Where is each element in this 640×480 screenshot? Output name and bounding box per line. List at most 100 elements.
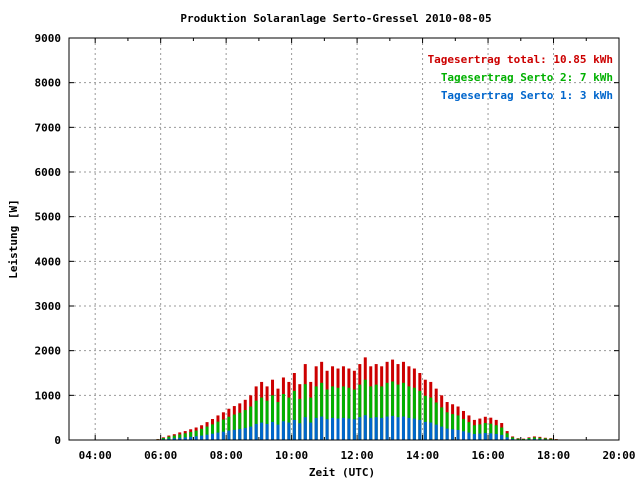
bar-serto-2 <box>281 393 285 440</box>
bar-serto-1 <box>281 421 285 440</box>
bar-serto-1 <box>391 415 395 440</box>
bar-serto-2 <box>451 414 455 440</box>
bar-serto-2 <box>549 438 553 440</box>
bar-serto-1 <box>183 437 187 440</box>
bar-serto-2 <box>336 387 340 440</box>
bar-serto-1 <box>243 427 247 440</box>
legend: Tagesertrag total: 10.85 kWh Tagesertrag … <box>428 53 613 102</box>
bar-serto-2 <box>341 386 345 440</box>
bar-serto-2 <box>538 437 542 440</box>
bar-serto-1 <box>331 417 335 440</box>
x-tick-label: 16:00 <box>471 449 504 462</box>
bar-serto-2 <box>347 387 351 440</box>
y-axis-ticks: 0 1000 2000 3000 4000 5000 6000 7000 8000 9000 <box>35 32 619 447</box>
x-tick-label: 08:00 <box>210 449 243 462</box>
bar-serto-2 <box>205 426 209 440</box>
bar-serto-1 <box>478 433 482 440</box>
bar-serto-2 <box>309 397 313 440</box>
bar-serto-2 <box>183 433 187 440</box>
bar-serto-1 <box>374 417 378 440</box>
bar-serto-2 <box>221 419 225 440</box>
bar-serto-1 <box>320 416 324 440</box>
x-tick-label: 20:00 <box>602 449 635 462</box>
bar-serto-1 <box>429 422 433 440</box>
bar-serto-1 <box>265 423 269 440</box>
bar-serto-1 <box>396 417 400 440</box>
x-axis-ticks: 04:00 06:00 08:00 10:00 12:00 14:00 16:00 18:00… <box>79 38 636 462</box>
y-tick-label: 8000 <box>35 77 62 90</box>
bar-serto-1 <box>221 431 225 440</box>
bar-serto-2 <box>363 379 367 440</box>
bar-serto-2 <box>380 386 384 440</box>
bar-serto-1 <box>363 415 367 440</box>
bar-serto-1 <box>227 430 231 440</box>
x-tick-label: 10:00 <box>275 449 308 462</box>
x-tick-label: 12:00 <box>341 449 374 462</box>
bar-serto-2 <box>167 436 171 440</box>
x-tick-label: 14:00 <box>406 449 439 462</box>
bar-serto-1 <box>532 438 536 440</box>
bar-serto-1 <box>418 419 422 440</box>
bar-serto-1 <box>467 432 471 440</box>
bar-serto-1 <box>260 422 264 440</box>
bar-serto-2 <box>401 382 405 440</box>
bar-serto-2 <box>292 390 296 440</box>
bar-serto-2 <box>374 384 378 440</box>
bar-serto-1 <box>309 422 313 440</box>
bar-serto-1 <box>445 428 449 440</box>
bar-serto-1 <box>211 433 214 440</box>
y-tick-label: 4000 <box>35 255 62 268</box>
x-tick-label: 04:00 <box>79 449 112 462</box>
bar-serto-1 <box>456 429 460 440</box>
bar-serto-1 <box>511 438 515 440</box>
bar-serto-1 <box>325 419 329 440</box>
bar-serto-1 <box>440 426 444 440</box>
bar-serto-2 <box>396 384 400 440</box>
bar-serto-1 <box>172 438 176 440</box>
bar-serto-2 <box>434 402 438 440</box>
y-tick-label: 1000 <box>35 389 62 402</box>
bar-serto-1 <box>298 423 302 440</box>
bar-serto-2 <box>249 406 253 440</box>
bar-serto-2 <box>423 395 427 440</box>
bar-serto-1 <box>178 437 182 440</box>
bar-serto-1 <box>352 419 356 440</box>
bar-serto-1 <box>292 419 296 440</box>
bar-serto-1 <box>254 423 258 440</box>
bar-serto-1 <box>314 417 318 440</box>
grid <box>69 38 619 440</box>
bar-serto-1 <box>232 429 236 440</box>
bar-serto-1 <box>358 417 362 440</box>
bar-serto-2 <box>238 412 242 440</box>
bar-serto-2 <box>260 397 264 440</box>
bar-serto-2 <box>543 438 547 440</box>
y-tick-label: 5000 <box>35 211 62 224</box>
bar-serto-1 <box>451 429 455 440</box>
bar-serto-1 <box>494 433 498 440</box>
bar-serto-2 <box>211 424 214 440</box>
bar-serto-2 <box>461 419 465 440</box>
bar-serto-2 <box>516 438 520 440</box>
bar-serto-2 <box>440 407 444 440</box>
plot-frame <box>68 37 620 441</box>
legend-entry: Tagesertrag Serto 2: 7 kWh <box>441 71 613 84</box>
bar-serto-2 <box>527 437 531 440</box>
bars <box>156 357 564 440</box>
x-tick-label: 18:00 <box>537 449 570 462</box>
bar-serto-2 <box>358 384 362 440</box>
bar-serto-2 <box>303 384 307 440</box>
bar-serto-1 <box>341 417 345 440</box>
legend-entry: Tagesertrag Serto 1: 3 kWh <box>441 89 613 102</box>
bar-serto-2 <box>172 435 176 440</box>
bar-serto-2 <box>352 389 356 440</box>
bar-serto-2 <box>445 412 449 440</box>
chart-title: Produktion Solaranlage Serto-Gressel 201… <box>180 12 491 25</box>
bar-serto-2 <box>331 386 335 440</box>
bar-serto-2 <box>412 387 416 440</box>
bar-serto-1 <box>472 433 476 440</box>
y-axis-label: Leistung [W] <box>7 199 20 278</box>
bar-serto-2 <box>472 425 476 440</box>
bar-serto-1 <box>189 436 193 440</box>
